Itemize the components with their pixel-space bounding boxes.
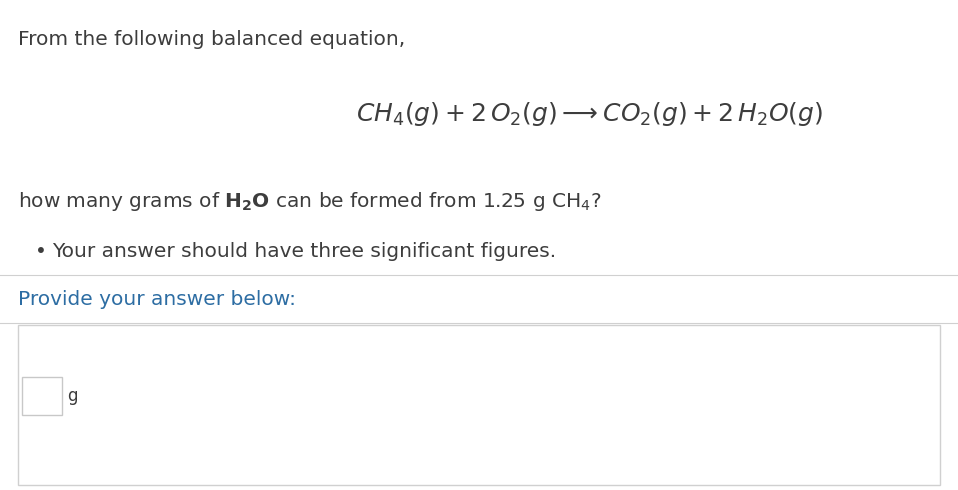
Text: how many grams of $\mathbf{H_2O}$ can be formed from 1.25 g $\mathrm{CH_4}$?: how many grams of $\mathbf{H_2O}$ can be… [18,190,602,213]
Text: From the following balanced equation,: From the following balanced equation, [18,30,405,49]
Text: g: g [67,387,78,405]
FancyBboxPatch shape [18,325,940,485]
Text: Your answer should have three significant figures.: Your answer should have three significan… [52,242,557,261]
Text: $\mathit{CH}_4(g) + 2\,\mathit{O}_2(g) \longrightarrow \mathit{CO}_2(g) + 2\,\ma: $\mathit{CH}_4(g) + 2\,\mathit{O}_2(g) \… [356,100,824,128]
FancyBboxPatch shape [22,377,62,415]
Text: •: • [35,242,47,261]
Text: Provide your answer below:: Provide your answer below: [18,290,296,309]
